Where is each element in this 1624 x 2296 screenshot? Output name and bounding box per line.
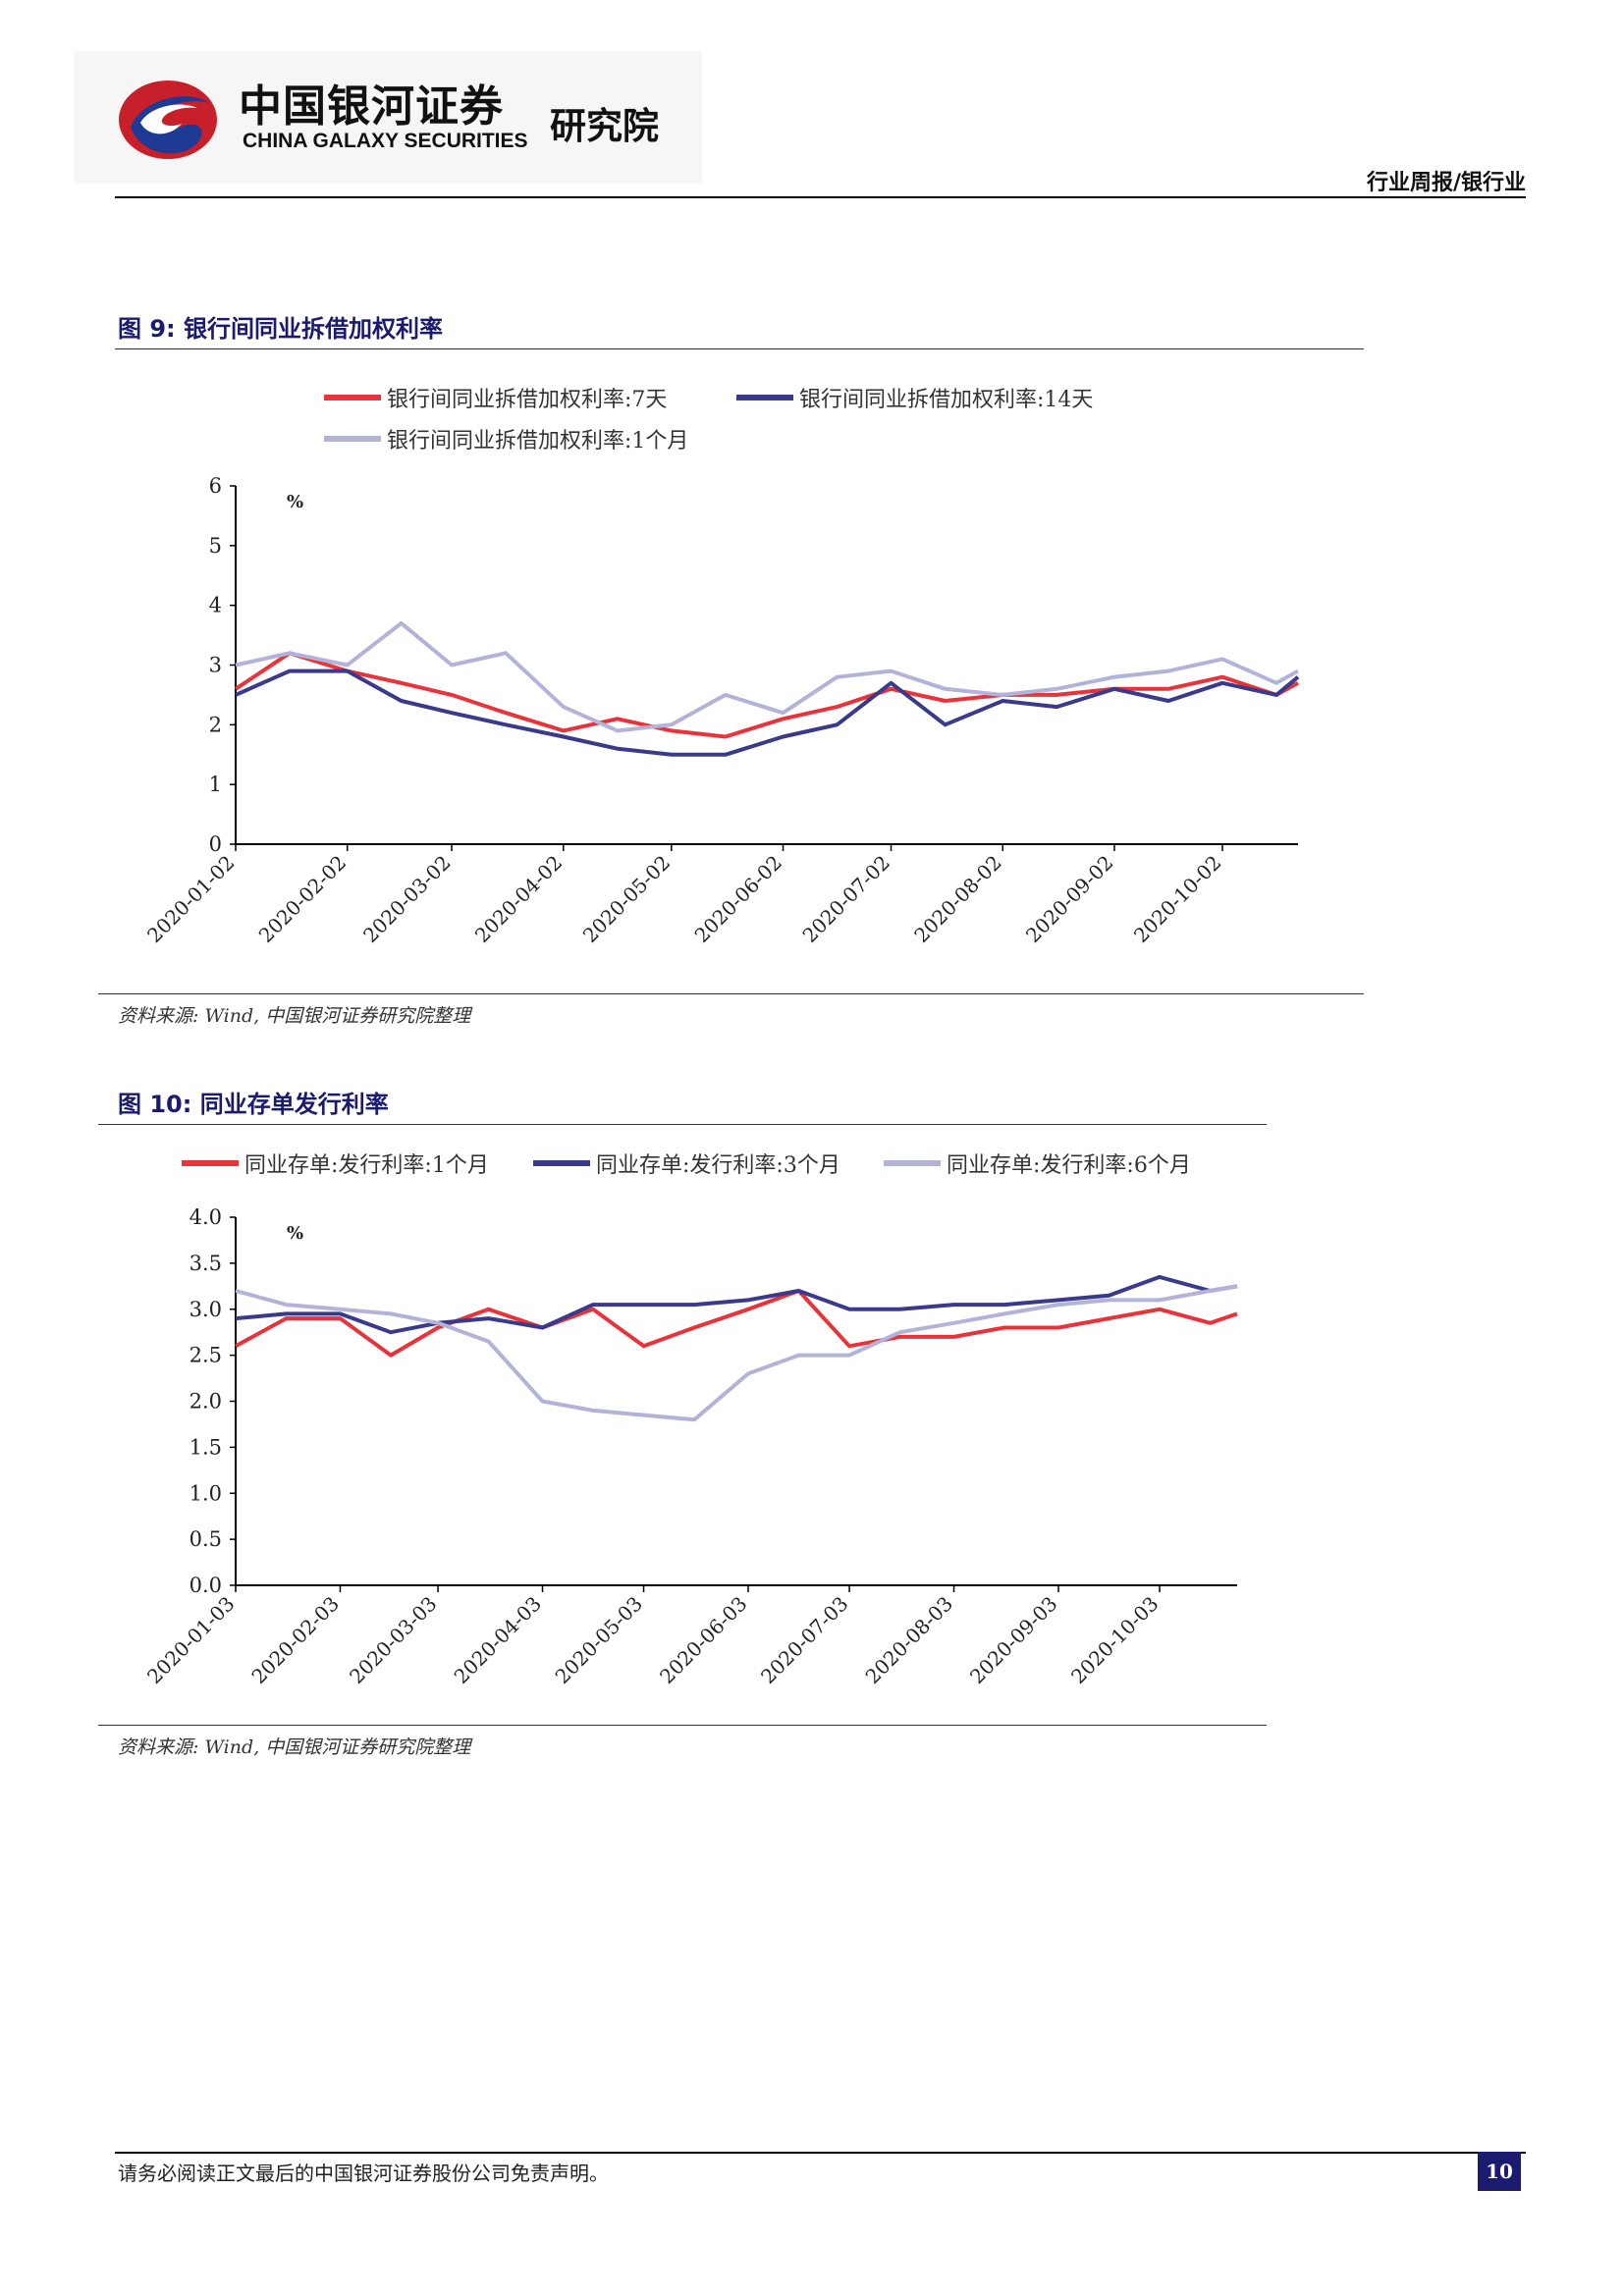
x-tick-label: 2020-05-02: [578, 851, 676, 948]
series-line: [234, 651, 1299, 739]
y-tick-label: 2.5: [189, 1344, 222, 1367]
x-tick-label: 2020-03-03: [345, 1592, 442, 1689]
logo: 中国银河证券 CHINA GALAXY SECURITIES 研究院: [74, 51, 702, 184]
y-tick-label: 2.0: [189, 1390, 222, 1414]
y-tick-label: 0: [209, 832, 222, 856]
series-line: [235, 668, 1300, 757]
legend-swatch: [884, 1160, 941, 1166]
x-tick-label: 2020-08-03: [861, 1592, 958, 1689]
series-line: [235, 620, 1299, 733]
y-tick-label: 6: [209, 474, 222, 498]
figure-10-bottom-rule: [98, 1725, 1267, 1726]
x-tick-label: 2020-06-03: [655, 1592, 752, 1689]
y-unit-label: %: [287, 1223, 303, 1244]
galaxy-logo-icon: [119, 80, 217, 159]
x-tick-label: 2020-04-03: [450, 1592, 547, 1689]
x-tick-label: 2020-01-02: [142, 851, 240, 948]
figure-9-title-rule: [115, 348, 1364, 349]
figure-9-title: 图 9: 银行间同业拆借加权利率: [118, 315, 444, 343]
footer-divider: [115, 2152, 1526, 2154]
legend-item: 银行间同业拆借加权利率:7天: [324, 382, 667, 413]
legend-swatch: [324, 395, 381, 400]
legend-item: 银行间同业拆借加权利率:1个月: [324, 423, 688, 454]
figure-9-bottom-rule: [98, 993, 1364, 994]
y-tick-label: 3.0: [189, 1298, 222, 1321]
logo-institute: 研究院: [550, 105, 659, 147]
x-tick-label: 2020-10-02: [1129, 851, 1226, 948]
legend-item: 同业存单:发行利率:1个月: [182, 1148, 489, 1179]
x-tick-label: 2020-04-02: [470, 851, 568, 948]
x-tick-label: 2020-05-03: [551, 1592, 648, 1689]
y-tick-label: 2: [209, 713, 222, 736]
y-tick-label: 0.0: [189, 1574, 222, 1597]
y-tick-label: 0.5: [189, 1527, 222, 1551]
y-tick-label: 5: [209, 534, 222, 558]
legend-label: 银行间同业拆借加权利率:7天: [387, 388, 668, 412]
x-tick-label: 2020-10-03: [1066, 1592, 1164, 1689]
x-tick-label: 2020-03-02: [358, 851, 456, 948]
y-tick-label: 3.5: [189, 1252, 222, 1275]
figure-10-source: 资料来源: Wind, 中国银河证券研究院整理: [118, 1736, 471, 1758]
series-line: [235, 1284, 1238, 1422]
x-tick-label: 2020-09-03: [965, 1592, 1062, 1689]
header-divider: [115, 196, 1526, 198]
legend-swatch: [736, 395, 793, 400]
legend-item: 同业存单:发行利率:3个月: [533, 1148, 840, 1179]
legend-swatch: [533, 1160, 590, 1166]
y-tick-label: 1: [209, 773, 222, 796]
x-tick-label: 2020-09-02: [1021, 851, 1118, 948]
y-unit-label: %: [287, 492, 303, 512]
page-number: 10: [1478, 2152, 1521, 2191]
x-tick-label: 2020-08-02: [909, 851, 1006, 948]
x-tick-label: 2020-07-02: [798, 851, 895, 948]
legend-label: 同业存单:发行利率:6个月: [947, 1153, 1191, 1178]
legend-swatch: [182, 1160, 239, 1166]
footer-disclaimer: 请务必阅读正文最后的中国银河证券股份公司免责声明。: [118, 2162, 609, 2185]
legend-label: 银行间同业拆借加权利率:1个月: [387, 429, 689, 454]
x-tick-label: 2020-06-02: [690, 851, 787, 948]
figure-10-title: 图 10: 同业存单发行利率: [118, 1091, 389, 1118]
x-tick-label: 2020-02-03: [246, 1592, 344, 1689]
x-tick-label: 2020-02-02: [254, 851, 352, 948]
y-tick-label: 1.0: [189, 1481, 222, 1505]
legend-swatch: [324, 436, 381, 442]
legend-label: 同业存单:发行利率:3个月: [596, 1153, 840, 1178]
logo-chinese-name: 中国银河证券: [239, 81, 504, 132]
legend-item: 同业存单:发行利率:6个月: [884, 1148, 1191, 1179]
y-tick-label: 4: [209, 594, 222, 617]
legend-label: 银行间同业拆借加权利率:14天: [799, 388, 1094, 412]
series-line: [235, 1274, 1238, 1335]
report-category: 行业周报/银行业: [1366, 171, 1526, 195]
figure-10-title-rule: [98, 1124, 1267, 1125]
y-tick-label: 1.5: [189, 1435, 222, 1459]
x-tick-label: 2020-01-03: [142, 1592, 240, 1689]
x-tick-label: 2020-07-03: [756, 1592, 853, 1689]
figure-9-source: 资料来源: Wind, 中国银河证券研究院整理: [118, 1005, 471, 1027]
legend-label: 同业存单:发行利率:1个月: [244, 1153, 489, 1178]
legend-item: 银行间同业拆借加权利率:14天: [736, 382, 1093, 413]
series-line: [235, 1289, 1238, 1358]
chart-ncd-issuance-rates: 0.00.51.01.52.02.53.03.54.0%2020-01-03 20…: [142, 1205, 1238, 1689]
y-tick-label: 3: [209, 654, 222, 677]
logo-english-name: CHINA GALAXY SECURITIES: [243, 130, 528, 152]
y-tick-label: 4.0: [189, 1205, 222, 1229]
